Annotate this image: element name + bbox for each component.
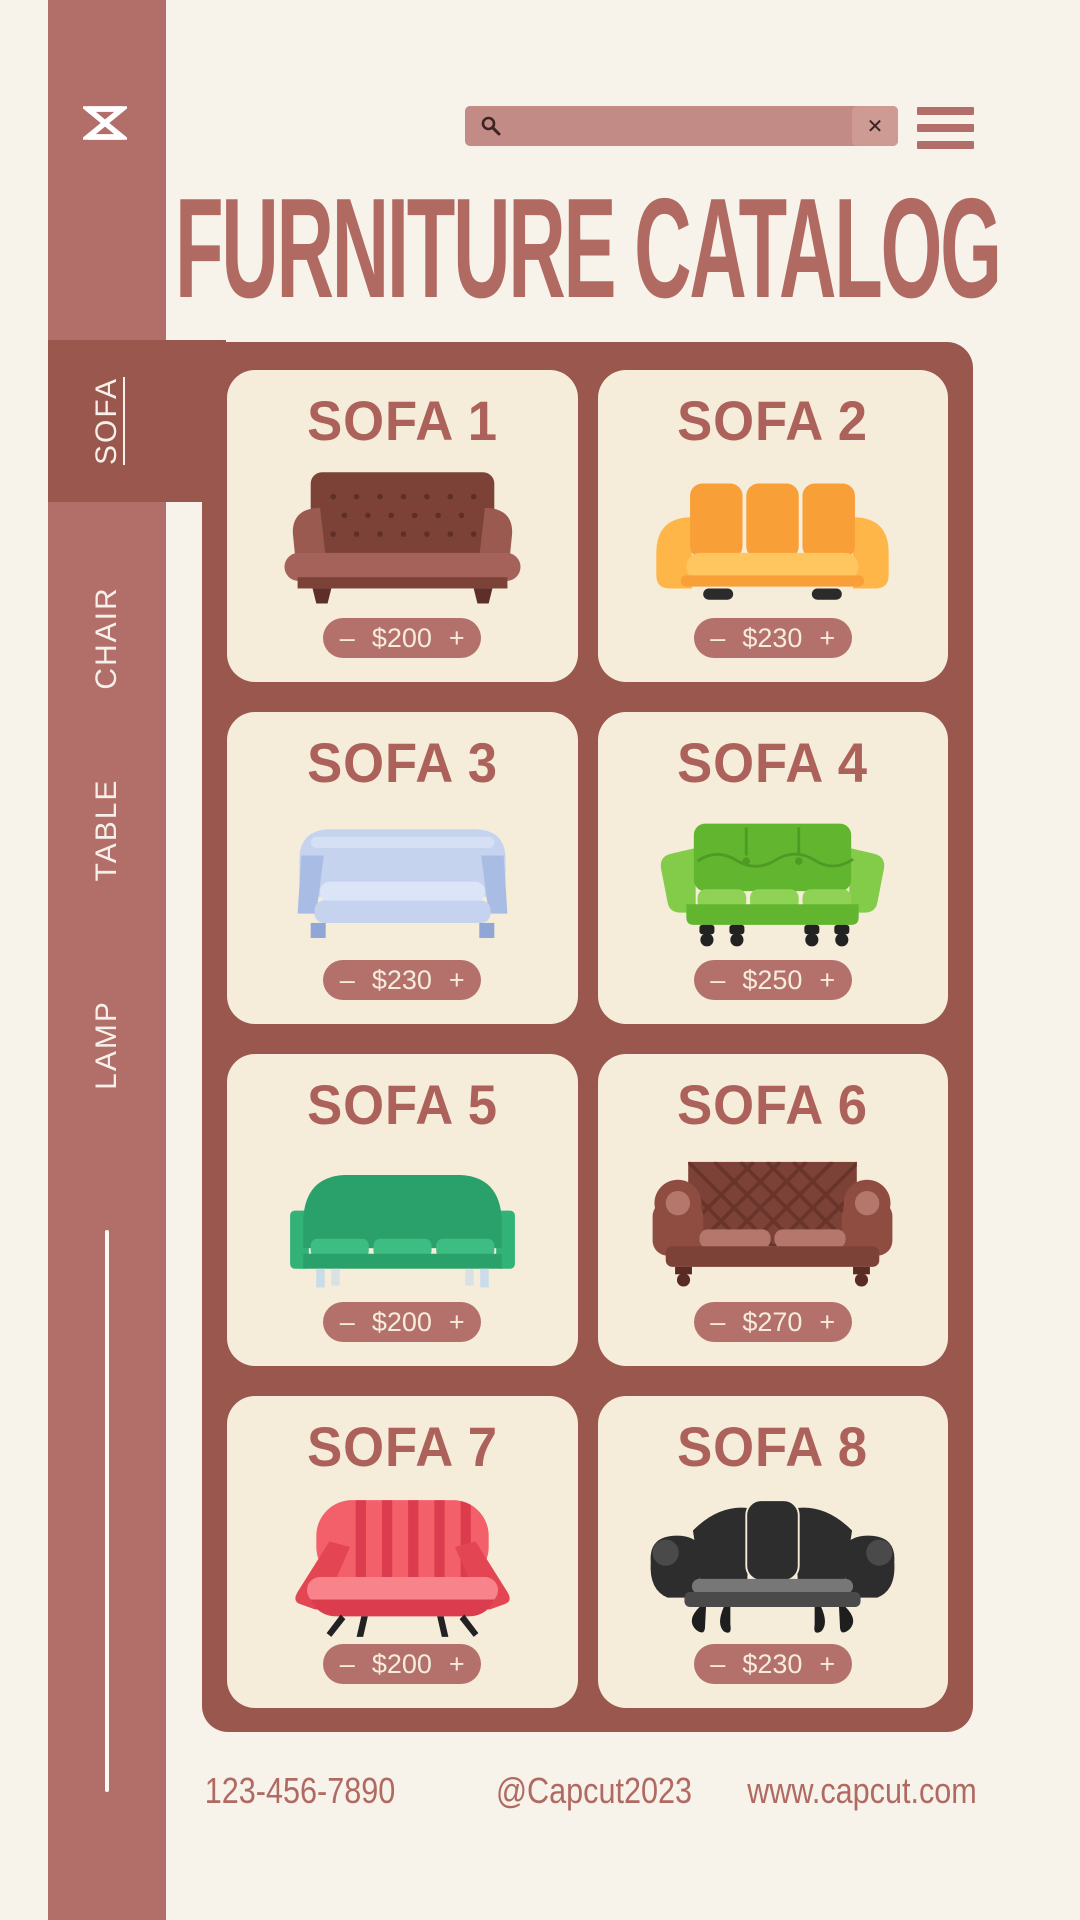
price-value: $200 [371,622,432,653]
product-card: SOFA 8 – $230 + [597,1396,948,1708]
search-clear-button[interactable]: ✕ [852,106,898,146]
price-value: $200 [371,1648,432,1679]
product-name: SOFA 1 [306,389,498,452]
product-card: SOFA 1 – $200 + [227,370,578,682]
product-card: SOFA 2 – $230 + [597,370,948,682]
footer-phone: 123-456-7890 [204,1770,396,1811]
price-value: $230 [742,622,803,653]
close-icon: ✕ [866,115,884,138]
sidebar-tab-sofa[interactable]: SOFA [90,377,124,465]
price-plus-button[interactable]: + [819,622,836,653]
price-minus-button[interactable]: – [339,622,355,653]
price-minus-button[interactable]: – [710,1648,726,1679]
sofa-illustration [656,483,889,600]
tab-label: LAMP [90,1000,123,1090]
product-name: SOFA 2 [677,389,869,452]
search-bar[interactable]: ✕ [465,106,898,146]
search-icon [481,116,501,136]
price-value: $270 [742,1306,803,1337]
price-minus-button[interactable]: – [339,964,355,995]
sofa-illustration [297,828,508,938]
sofa-illustration [650,1498,895,1633]
page-title: FURNITURE CATALOG [175,169,1002,328]
price-stepper[interactable]: – $230 + [693,1644,852,1684]
hamburger-bar [917,124,974,132]
product-card: SOFA 5 – $200 + [227,1054,578,1366]
sidebar-divider-line [105,1230,109,1792]
price-stepper[interactable]: – $200 + [323,618,482,658]
hamburger-menu-button[interactable] [917,107,974,149]
sidebar-tab-chair[interactable]: CHAIR [90,586,124,689]
product-name: SOFA 5 [306,1073,498,1136]
product-name: SOFA 3 [306,731,498,794]
price-value: $230 [742,1648,803,1679]
price-plus-button[interactable]: + [819,964,836,995]
product-name: SOFA 6 [677,1073,869,1136]
sofa-illustration [661,823,885,946]
product-name: SOFA 4 [677,731,869,794]
price-minus-button[interactable]: – [710,1306,726,1337]
footer-handle: @Capcut2023 [495,1770,693,1811]
price-minus-button[interactable]: – [339,1648,355,1679]
sofa-illustration [289,1174,515,1287]
price-stepper[interactable]: – $270 + [693,1302,852,1342]
search-input[interactable] [508,106,852,146]
product-card: SOFA 4 [597,712,948,1024]
price-value: $250 [742,964,803,995]
hamburger-bar [917,141,974,149]
price-stepper[interactable]: – $230 + [323,960,482,1000]
price-value: $200 [371,1306,432,1337]
tab-label: TABLE [90,778,123,882]
product-card: SOFA 6 – [597,1054,948,1366]
capcut-logo-icon [83,106,127,140]
sofa-illustration [284,471,521,603]
sofa-illustration [295,1499,510,1637]
price-value: $230 [371,964,432,995]
tab-label: SOFA [90,376,123,466]
footer-website: www.capcut.com [747,1770,977,1811]
active-tab-highlight[interactable] [48,340,226,502]
product-name: SOFA 8 [677,1415,869,1478]
price-minus-button[interactable]: – [339,1306,355,1337]
catalog-panel: SOFA 1 – $200 + [202,342,973,1732]
price-minus-button[interactable]: – [710,622,726,653]
price-stepper[interactable]: – $250 + [693,960,852,1000]
hamburger-bar [917,107,974,115]
price-plus-button[interactable]: + [448,1648,465,1679]
price-plus-button[interactable]: + [448,964,465,995]
price-plus-button[interactable]: + [448,1306,465,1337]
price-plus-button[interactable]: + [819,1306,836,1337]
price-stepper[interactable]: – $230 + [693,618,852,658]
product-card: SOFA 3 – $230 + [227,712,578,1024]
price-stepper[interactable]: – $200 + [323,1644,482,1684]
sidebar-tab-lamp[interactable]: LAMP [90,1000,124,1090]
price-plus-button[interactable]: + [819,1648,836,1679]
product-name: SOFA 7 [306,1415,498,1478]
price-stepper[interactable]: – $200 + [323,1302,482,1342]
product-card: SOFA 7 – $200 + [227,1396,578,1708]
price-plus-button[interactable]: + [448,622,465,653]
sidebar-tab-table[interactable]: TABLE [90,779,124,882]
tab-label: CHAIR [90,586,123,690]
sofa-illustration [652,1161,893,1287]
price-minus-button[interactable]: – [710,964,726,995]
